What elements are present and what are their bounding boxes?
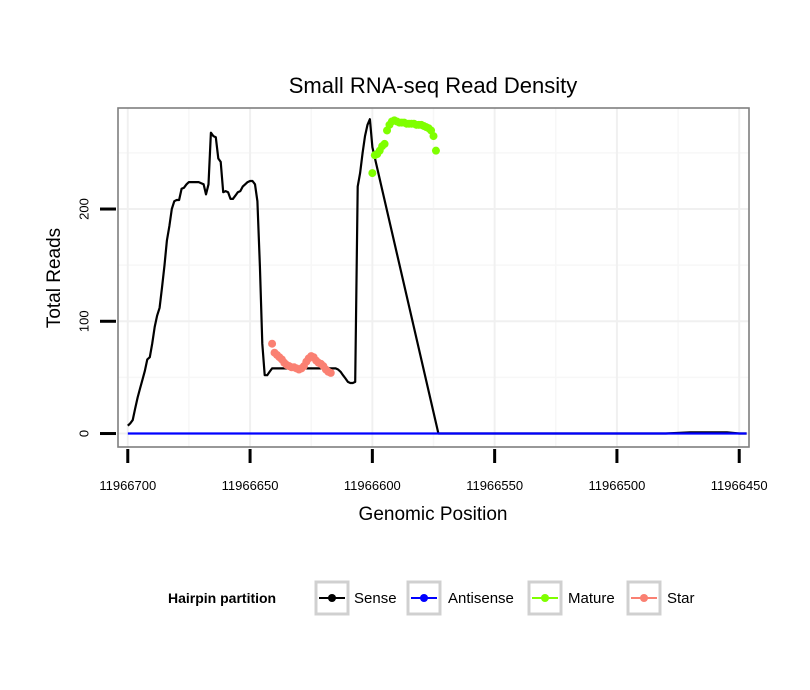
series-layer — [127, 116, 747, 435]
legend-label: Star — [667, 590, 695, 607]
chart-title: Small RNA-seq Read Density — [289, 73, 578, 98]
plot-border — [117, 107, 750, 448]
x-tick-label: 11966500 — [588, 478, 645, 493]
y-tick-label: 0 — [76, 430, 91, 437]
legend-entry-sense: Sense — [314, 580, 397, 616]
star-point — [326, 368, 335, 377]
legend-key-point — [640, 594, 648, 602]
y-tick-label: 200 — [76, 198, 91, 220]
x-tick-label: 11966700 — [99, 478, 156, 493]
y-axis-label: Total Reads — [44, 228, 65, 328]
x-tick-label: 11966650 — [222, 478, 279, 493]
legend-key-point — [541, 594, 549, 602]
x-tick-label: 11966450 — [711, 478, 768, 493]
y-axis: 0 100 200 — [76, 198, 116, 437]
legend-entry-antisense: Antisense — [406, 580, 514, 616]
legend-entries: Sense Antisense Mature Star — [314, 580, 695, 616]
sense-line — [127, 118, 747, 435]
y-tick-label: 100 — [76, 310, 91, 332]
x-axis: 11966700 11966650 11966600 11966550 11966500… — [99, 449, 768, 493]
star-point — [268, 339, 277, 348]
x-tick-label: 11966550 — [466, 478, 523, 493]
plot-panel — [117, 107, 750, 448]
mature-point — [429, 132, 438, 141]
legend: Hairpin partition Sense Antisense Mature St… — [168, 580, 695, 616]
legend-entry-mature: Mature — [527, 580, 615, 616]
legend-key-point — [328, 594, 336, 602]
x-tick-label: 11966600 — [344, 478, 401, 493]
legend-entry-star: Star — [626, 580, 695, 616]
legend-label: Antisense — [448, 590, 514, 607]
legend-title: Hairpin partition — [168, 590, 276, 606]
legend-key-point — [420, 594, 428, 602]
mature-point — [431, 146, 440, 155]
legend-label: Sense — [354, 590, 397, 607]
mature-point — [380, 139, 389, 148]
legend-label: Mature — [568, 590, 615, 607]
x-axis-label: Genomic Position — [359, 504, 508, 525]
mature-point — [368, 169, 377, 178]
